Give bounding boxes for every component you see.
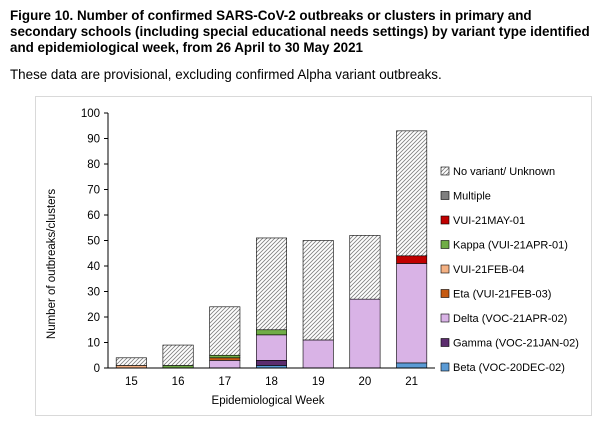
figure-subtitle: These data are provisional, excluding co… [10, 67, 442, 82]
legend-swatch [440, 264, 450, 274]
bar-segment [209, 354, 241, 359]
x-tick-label: 20 [359, 376, 372, 388]
x-tick-label: 19 [312, 376, 325, 388]
bar-segment [349, 298, 381, 369]
bar-segment [256, 237, 287, 331]
legend: No variant/ Unknown Multiple VUI-21MAY-01 K… [440, 166, 579, 374]
legend-label: VUI-21FEB-04 [453, 264, 525, 276]
y-tick-label: 90 [87, 134, 100, 146]
y-tick-label: 70 [87, 185, 100, 197]
y-tick-label: 30 [87, 287, 100, 299]
x-tick-label: 21 [405, 376, 418, 388]
y-tick-label: 50 [87, 236, 100, 248]
x-tick-label: 18 [265, 376, 278, 388]
legend-swatch [440, 166, 450, 176]
x-axis-label: Epidemiological Week [212, 395, 325, 407]
y-tick-label: 80 [87, 159, 100, 171]
legend-swatch [440, 240, 450, 249]
x-tick-label: 16 [172, 376, 185, 388]
bar-segment [349, 235, 381, 300]
bars [115, 130, 428, 369]
chart-area: 0 10 20 30 40 50 60 70 80 90 100 15 16 17 18 19 20 21 No… [35, 96, 592, 416]
bar-segment [256, 329, 287, 336]
legend-label: Eta (VUI-21FEB-03) [453, 289, 551, 301]
y-tick-label: 40 [87, 261, 100, 273]
bar-segment [256, 334, 287, 361]
y-axis: 0 10 20 30 40 50 60 70 80 90 100 [81, 108, 109, 375]
figure-title: Figure 10. Number of confirmed SARS-CoV-… [10, 8, 590, 55]
bar-segment [209, 306, 241, 356]
bar-segment [396, 255, 428, 264]
legend-label: Beta (VOC-20DEC-02) [453, 362, 565, 374]
y-axis-label: Number of outbreaks/clusters [46, 189, 58, 339]
legend-label: Delta (VOC-21APR-02) [453, 313, 567, 325]
y-tick-label: 10 [87, 338, 100, 350]
bar-segment [302, 339, 334, 369]
bar-segment [396, 130, 428, 257]
legend-swatch [440, 289, 450, 298]
legend-swatch [440, 338, 450, 347]
legend-label: No variant/ Unknown [453, 166, 555, 178]
legend-label: Gamma (VOC-21JAN-02) [453, 338, 579, 350]
x-axis: 15 16 17 18 19 20 21 [108, 367, 435, 388]
bar-segment [396, 362, 428, 369]
bar-segment [396, 263, 428, 364]
legend-swatch [440, 191, 450, 200]
legend-label: Kappa (VUI-21APR-01) [453, 240, 568, 252]
y-tick-label: 60 [87, 210, 100, 222]
y-tick-label: 100 [81, 108, 100, 120]
legend-swatch [440, 215, 450, 225]
bar-segment [256, 360, 287, 366]
bar-segment [115, 357, 147, 366]
bar-segment [302, 240, 334, 341]
y-tick-label: 20 [87, 312, 100, 324]
legend-swatch [440, 313, 450, 323]
legend-swatch [440, 362, 450, 372]
x-tick-label: 17 [218, 376, 231, 388]
stacked-bar-chart: 0 10 20 30 40 50 60 70 80 90 100 15 16 17 18 19 20 21 No… [46, 108, 579, 407]
bar-segment [162, 344, 194, 366]
bar-segment [209, 357, 241, 361]
legend-label: VUI-21MAY-01 [453, 215, 525, 227]
legend-label: Multiple [453, 191, 491, 203]
y-tick-label: 0 [94, 363, 100, 375]
bar-segment [209, 360, 241, 369]
x-tick-label: 15 [125, 376, 138, 388]
